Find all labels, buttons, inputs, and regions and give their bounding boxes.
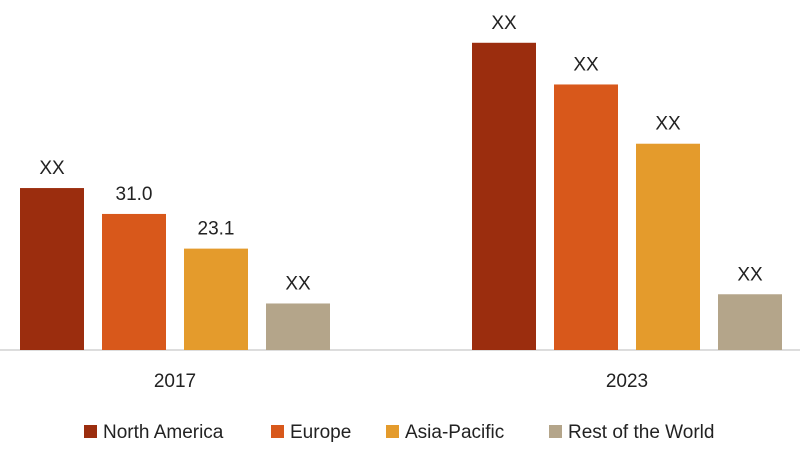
data-label: 23.1 [198,219,235,240]
data-label: XX [39,158,65,179]
data-label: 31.0 [116,184,153,205]
bar-2023-north-america [472,42,536,351]
legend-label: Rest of the World [568,422,714,443]
x-tick-label: 2023 [606,371,648,392]
legend-swatch [549,425,562,438]
data-label: XX [285,273,311,294]
bar-2017-asia-pacific [184,248,248,350]
legend-swatch [271,425,284,438]
bar-2023-europe [554,84,618,350]
bar-2023-asia-pacific [636,143,700,350]
data-label: XX [737,264,763,285]
legend-label: Asia-Pacific [405,422,504,443]
legend-label: North America [103,422,224,443]
data-label: XX [573,54,599,75]
legend-swatch [386,425,399,438]
legend-swatch [84,425,97,438]
bar-2017-rest-of-the-world [266,303,330,350]
bar-2017-europe [102,213,166,350]
data-label: XX [491,13,517,34]
x-tick-label: 2017 [154,371,196,392]
legend-label: Europe [290,422,351,443]
bar-2023-rest-of-the-world [718,294,782,350]
data-label: XX [655,114,681,135]
bar-2017-north-america [20,188,84,350]
